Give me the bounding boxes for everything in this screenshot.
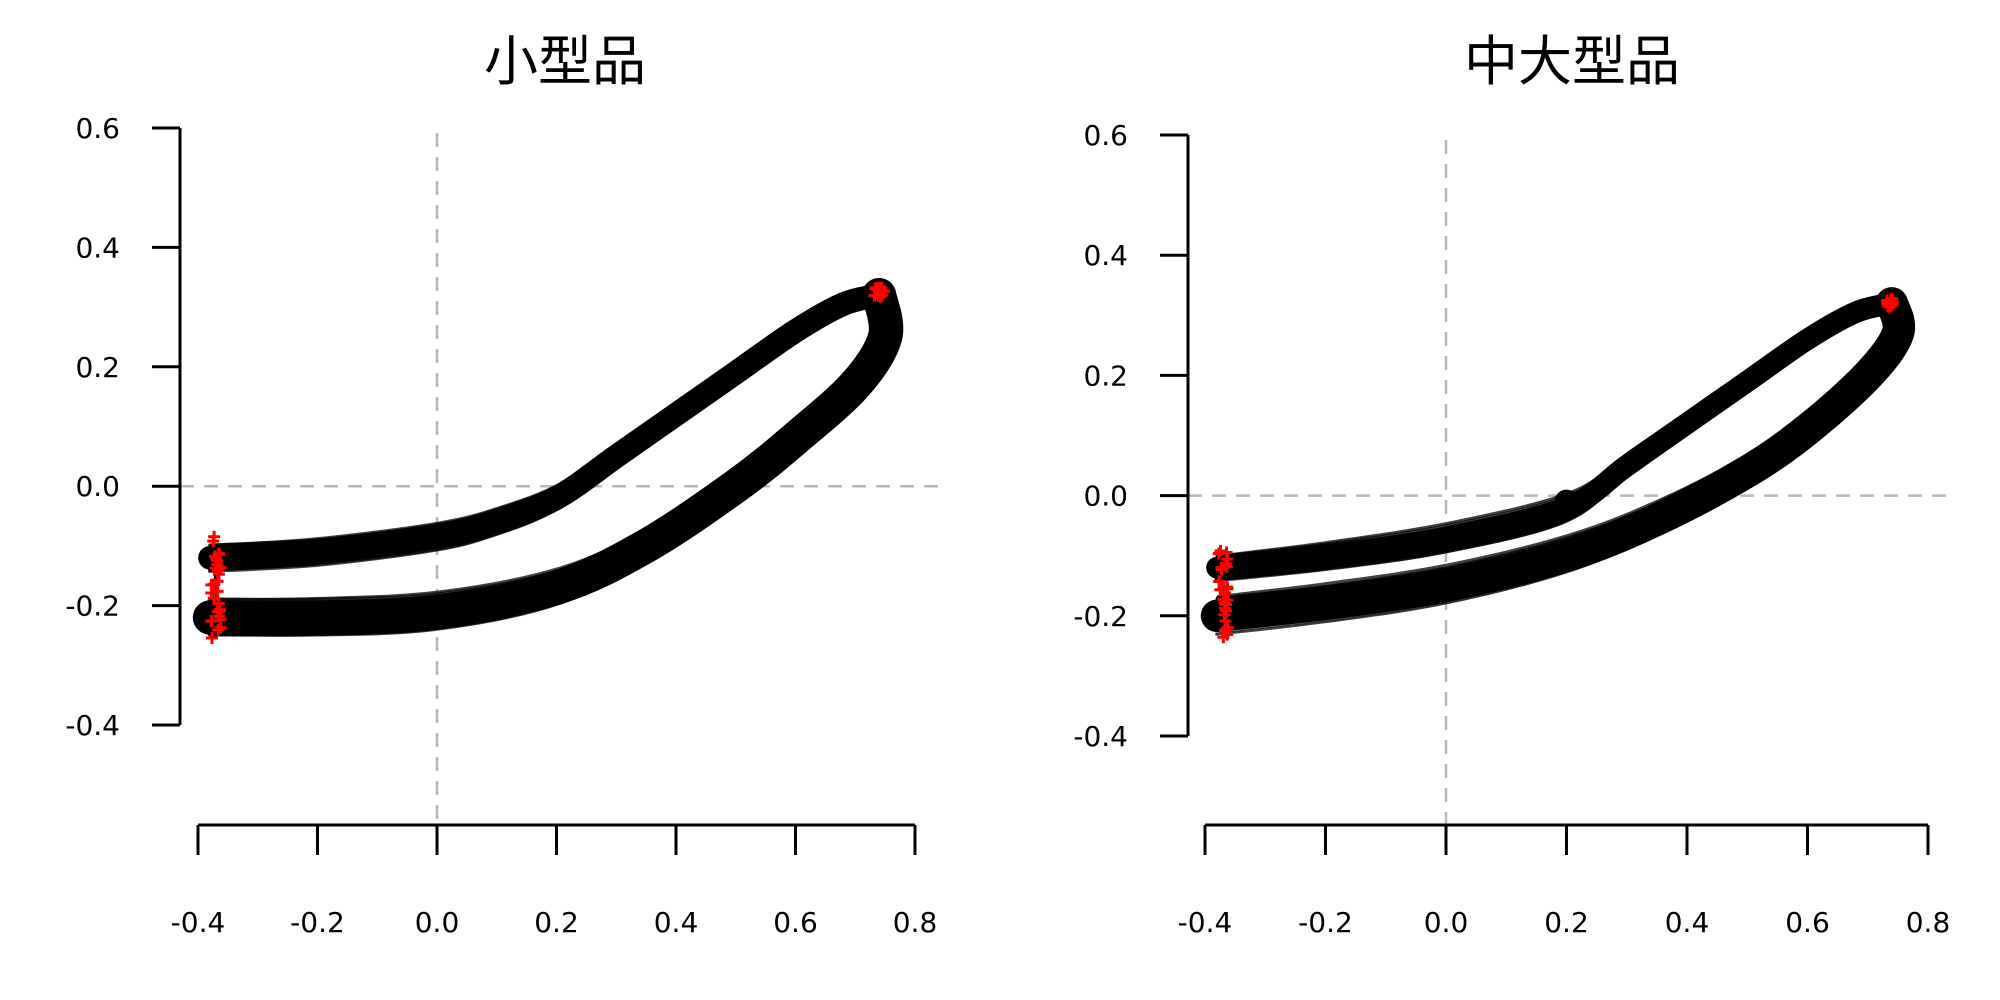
endpoint-marker [1220,622,1233,635]
y-tick-label: 0.6 [1083,119,1128,152]
endpoint-marker [205,614,218,627]
endpoint-marker [207,535,220,548]
trajectory-core [1206,292,1903,579]
y-tick-label: 0.2 [1083,359,1128,392]
trajectory-core [198,283,891,570]
endpoint-marker [1212,547,1225,560]
trajectory-core [192,278,904,636]
endpoint-marker [208,578,221,591]
y-tick-label: 0.4 [1083,239,1128,272]
x-tick-label: 0.6 [773,906,818,939]
x-tick-label: 0.2 [534,906,579,939]
endpoint-marker [213,603,226,616]
x-tick-label: -0.4 [1178,906,1233,939]
endpoint-marker [1220,605,1233,618]
endpoint-marker [209,562,222,575]
endpoint-marker [1886,297,1899,310]
endpoint-marker [212,623,225,636]
chart-panel-2: 中大型品 0.6 0.4 0.2 0.0 -0.2 -0.4 -0.4 -0.2 0.0 0.2 0.… [1073,30,1953,939]
y-tick-label: -0.4 [65,709,120,742]
x-tick-label: 0.0 [1424,906,1469,939]
endpoint-marker [1217,631,1230,644]
endpoint-markers [205,281,891,645]
x-tick-label: 0.0 [415,906,460,939]
y-tick-label: 0.4 [75,231,120,264]
x-tick-label: 0.8 [893,906,938,939]
x-tick-label: -0.2 [290,906,345,939]
y-tick-label: -0.2 [65,590,120,623]
y-tick-label: 0.0 [75,470,120,503]
endpoint-marker [210,552,223,565]
y-tick-label: 0.6 [75,112,120,145]
endpoint-marker [205,632,218,645]
chart-title: 小型品 [484,30,646,93]
y-tick-label: -0.4 [1073,720,1128,753]
x-tick-label: 0.2 [1544,906,1589,939]
endpoint-marker [211,585,224,598]
endpoint-markers [1212,292,1899,644]
x-tick-label: -0.4 [171,906,226,939]
trajectory-core [1200,287,1916,633]
y-tick-label: 0.2 [75,351,120,384]
endpoint-marker [1218,624,1231,637]
chart-title: 中大型品 [1464,30,1680,93]
x-tick-label: 0.4 [654,906,699,939]
endpoint-marker [211,563,224,576]
endpoint-marker [211,605,224,618]
trajectory-blob [1554,489,1579,514]
endpoint-marker [1220,582,1233,595]
x-tick-label: 0.6 [1785,906,1830,939]
y-tick-label: 0.0 [1083,480,1128,513]
y-tick-label: -0.2 [1073,600,1128,633]
endpoint-marker [1221,594,1234,607]
x-tick-label: 0.8 [1906,906,1951,939]
trajectory-bundle [1200,287,1916,636]
endpoint-marker [1220,560,1233,573]
trajectory-bundle [192,278,904,637]
endpoint-marker [874,281,887,294]
x-tick-label: 0.4 [1665,906,1710,939]
endpoint-marker [205,586,218,599]
x-tick-label: -0.2 [1298,906,1353,939]
chart-panel-1: 小型品 0.6 0.4 0.2 0.0 -0.2 -0.4 -0.4 -0.2 0.0 0.2 0.4… [65,30,940,939]
